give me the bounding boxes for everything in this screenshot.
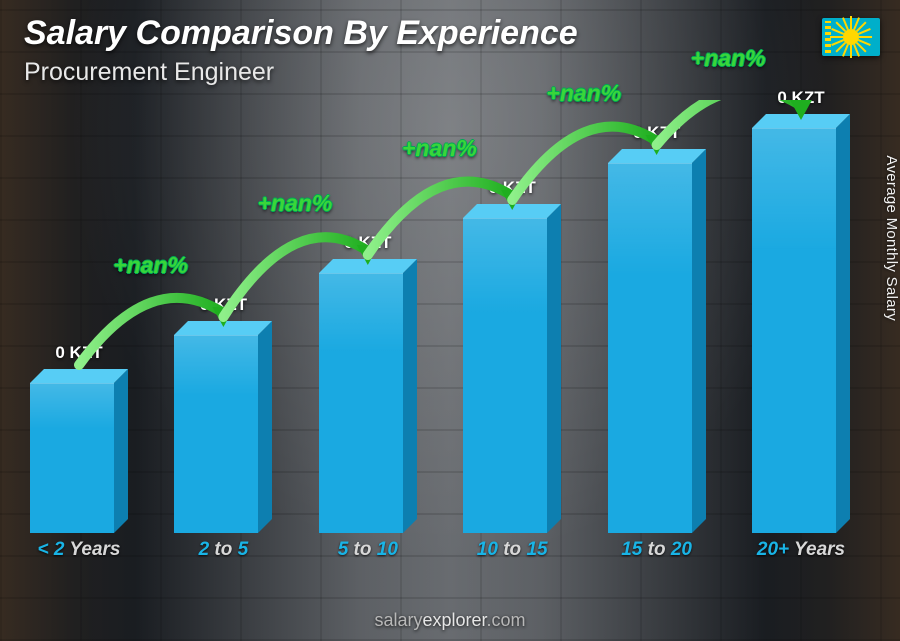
delta-label: +nan% <box>546 80 621 107</box>
watermark: salaryexplorer.com <box>0 610 900 631</box>
bar: 0 KZT10 to 15 <box>463 218 561 533</box>
bar-value-label: 0 KZT <box>633 123 680 143</box>
bar-value-label: 0 KZT <box>489 178 536 198</box>
bar: 0 KZT< 2 Years <box>30 383 128 533</box>
bar-x-label: 20+ Years <box>757 539 845 561</box>
delta-arrow-icon <box>30 100 850 533</box>
infographic-stage: Salary Comparison By Experience Procurem… <box>0 0 900 641</box>
bar: 0 KZT2 to 5 <box>174 335 272 533</box>
delta-label: +nan% <box>402 135 477 162</box>
kazakhstan-flag-icon <box>822 18 880 56</box>
bar-value-label: 0 KZT <box>200 295 247 315</box>
delta-arrow-icon <box>30 100 850 533</box>
delta-arrow-icon <box>30 100 850 533</box>
bar-x-label: 10 to 15 <box>477 539 548 561</box>
bar: 0 KZT15 to 20 <box>608 163 706 533</box>
delta-arrow-icon <box>30 100 850 533</box>
y-axis-label: Average Monthly Salary <box>884 155 900 321</box>
chart-subtitle: Procurement Engineer <box>24 58 274 87</box>
delta-label: +nan% <box>691 45 766 72</box>
footer-suffix: .com <box>487 610 526 630</box>
delta-label: +nan% <box>113 252 188 279</box>
bar-value-label: 0 KZT <box>777 88 824 108</box>
bar-x-label: < 2 Years <box>38 539 121 561</box>
chart-title: Salary Comparison By Experience <box>24 14 578 53</box>
bar: 0 KZT5 to 10 <box>319 273 417 533</box>
footer-accent: explorer <box>422 610 486 630</box>
bar-chart: 0 KZT< 2 Years0 KZT2 to 5+nan%0 KZT5 to … <box>30 100 850 571</box>
delta-arrow-icon <box>30 100 850 533</box>
footer-prefix: salary <box>374 610 422 630</box>
bar-x-label: 5 to 10 <box>338 539 398 561</box>
bar-x-label: 2 to 5 <box>199 539 249 561</box>
bar-value-label: 0 KZT <box>344 233 391 253</box>
bar-value-label: 0 KZT <box>55 343 102 363</box>
delta-label: +nan% <box>258 190 333 217</box>
bar: 0 KZT20+ Years <box>752 128 850 533</box>
bar-x-label: 15 to 20 <box>621 539 692 561</box>
